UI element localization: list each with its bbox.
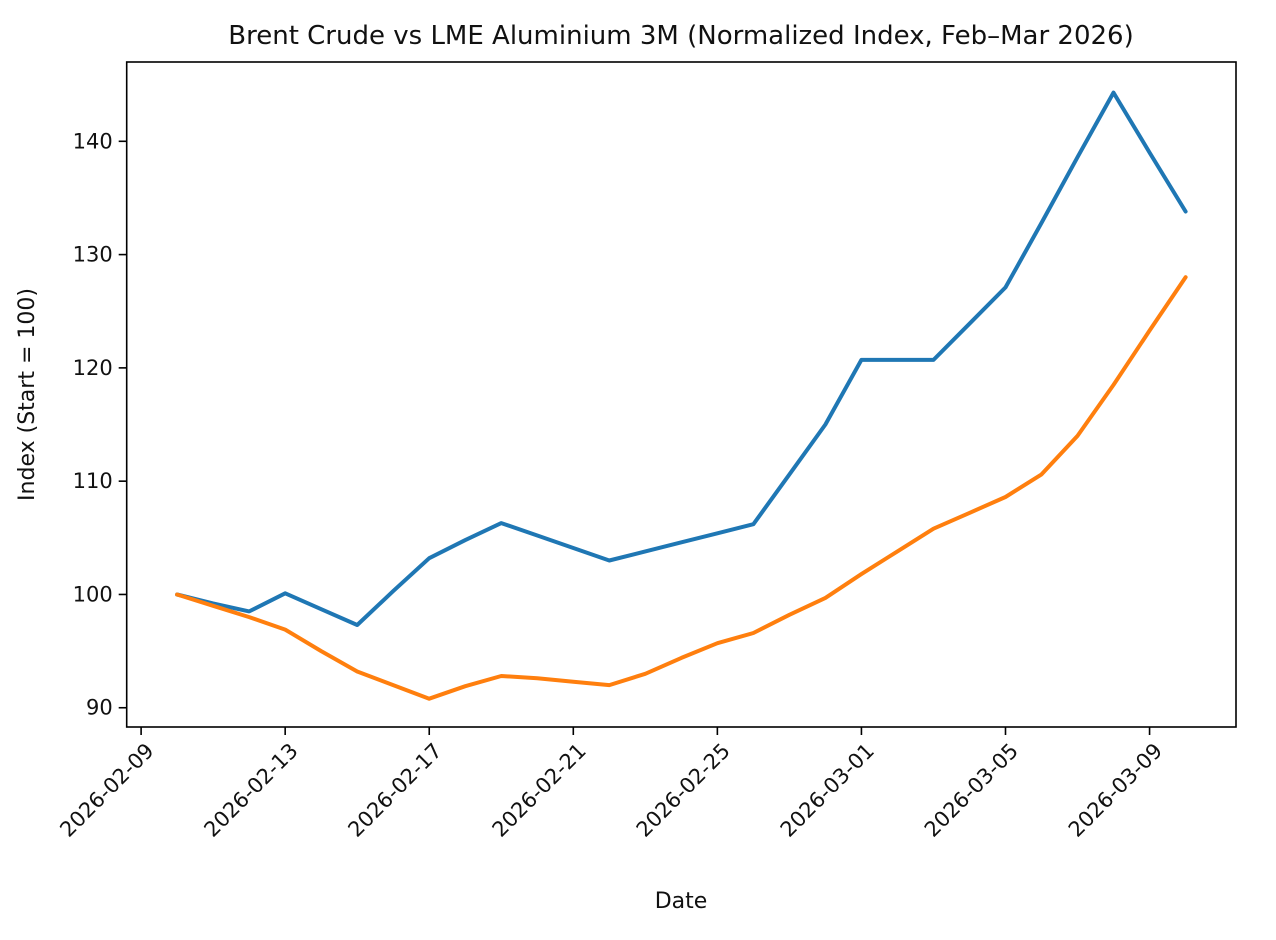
y-tick-label: 100 <box>73 582 113 606</box>
y-tick-label: 140 <box>73 129 113 153</box>
series-lines <box>175 90 1188 701</box>
series-line-brent-crude <box>175 90 1188 627</box>
axis-ticks <box>118 140 1151 735</box>
x-tick-label: 2026-03-01 <box>776 739 879 842</box>
y-axis-label: Index (Start = 100) <box>15 288 40 501</box>
x-tick-label: 2026-02-17 <box>344 739 447 842</box>
y-tick-label: 120 <box>73 356 113 380</box>
series-line-lme-aluminium-3m <box>175 275 1188 701</box>
x-tick-label: 2026-02-09 <box>55 739 158 842</box>
x-tick-labels: 2026-02-09 2026-02-13 2026-02-17 2026-02-21… <box>55 739 1167 842</box>
y-tick-label: 90 <box>86 696 113 720</box>
x-tick-label: 2026-03-05 <box>920 739 1023 842</box>
y-tick-label: 110 <box>73 469 113 493</box>
y-tick-labels: 90 100 110 120 130 140 <box>73 129 113 719</box>
x-tick-label: 2026-02-13 <box>199 739 302 842</box>
x-tick-label: 2026-02-25 <box>632 739 735 842</box>
x-tick-label: 2026-03-09 <box>1064 739 1167 842</box>
x-tick-label: 2026-02-21 <box>488 739 591 842</box>
chart-title: Brent Crude vs LME Aluminium 3M (Normali… <box>228 21 1133 51</box>
plot-area-border <box>125 61 1237 728</box>
x-axis-label: Date <box>655 889 708 914</box>
y-tick-label: 130 <box>73 243 113 267</box>
